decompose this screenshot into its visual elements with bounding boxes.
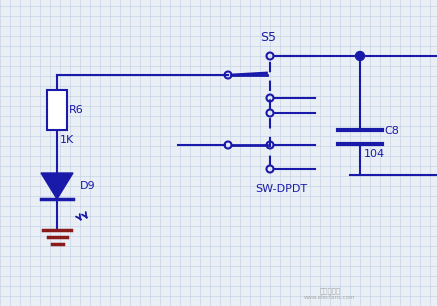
Polygon shape [41,173,73,199]
Text: 电子发烧友: 电子发烧友 [319,287,340,294]
Text: D9: D9 [80,181,96,191]
Text: SW-DPDT: SW-DPDT [255,184,307,194]
Text: www.elecfans.com: www.elecfans.com [304,295,356,300]
Text: 1K: 1K [60,135,74,145]
Text: C8: C8 [384,126,399,136]
Text: R6: R6 [69,105,84,115]
Text: 104: 104 [364,149,385,159]
Text: S5: S5 [260,31,276,44]
Circle shape [356,51,364,61]
Bar [47,90,67,130]
